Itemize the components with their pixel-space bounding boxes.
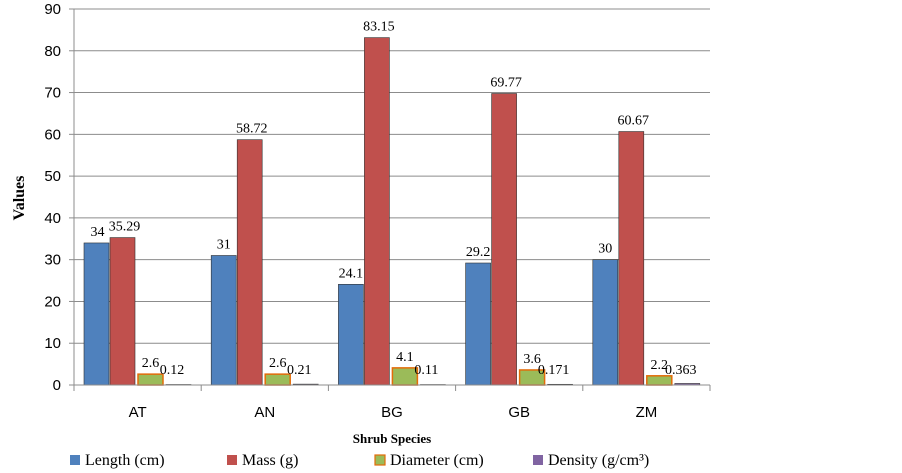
bar [236, 139, 263, 386]
bar [618, 131, 645, 386]
data-label: 58.72 [236, 122, 268, 137]
x-tick-label: ZM [636, 404, 658, 421]
data-label: 31 [217, 237, 231, 252]
y-tick-label: 20 [44, 293, 61, 310]
legend-swatch [374, 454, 386, 466]
bar [338, 284, 364, 386]
data-label: 0.363 [665, 363, 697, 378]
y-tick-label: 30 [44, 252, 61, 269]
category-labels: AT AN BG GB ZM [129, 404, 658, 421]
y-tick-label: 0 [53, 377, 61, 394]
data-label: 24.1 [339, 266, 364, 281]
data-label: 3.6 [523, 352, 541, 367]
y-tick-label: 90 [44, 1, 61, 18]
legend-label: Length (cm) [85, 452, 165, 469]
bar [465, 262, 491, 386]
bar [364, 37, 390, 386]
y-tick-label: 60 [44, 126, 61, 143]
data-labels: 34 31 24.1 29.2 30 35.29 58.72 83.15 69.77 60.67 2… [91, 20, 697, 378]
legend-swatch [227, 455, 237, 465]
legend-swatch [70, 455, 80, 465]
x-tick-label: AN [254, 404, 275, 421]
data-label: 2.6 [142, 356, 160, 371]
legend: Length (cm) Mass (g) Diameter (cm) Density … [70, 452, 649, 469]
data-label: 0.11 [414, 363, 438, 378]
bar [491, 93, 517, 386]
gridlines [74, 8, 710, 344]
y-axis-title: Values [11, 176, 28, 221]
data-label: 60.67 [618, 114, 650, 129]
data-label: 4.1 [396, 350, 414, 365]
x-tick-label: BG [381, 404, 403, 421]
data-label: 34 [91, 225, 105, 240]
bar [109, 237, 136, 386]
axes [69, 8, 711, 391]
data-label: 2.6 [269, 356, 287, 371]
y-tick-label: 40 [44, 210, 61, 227]
legend-swatch [533, 455, 543, 465]
data-label: 2.2 [651, 358, 669, 373]
y-tick-label: 80 [44, 43, 61, 60]
y-tick-label: 10 [44, 335, 61, 352]
x-tick-label: AT [129, 404, 147, 421]
bar [83, 242, 110, 386]
bars [83, 37, 701, 386]
y-tick-label: 50 [44, 168, 61, 185]
data-label: 69.77 [490, 76, 522, 91]
bar [210, 255, 237, 386]
y-tick-label: 70 [44, 85, 61, 102]
data-label: 35.29 [109, 220, 141, 235]
legend-label: Diameter (cm) [390, 452, 484, 469]
data-label: 0.21 [287, 363, 312, 378]
data-label: 0.171 [538, 363, 570, 378]
x-tick-label: GB [508, 404, 530, 421]
data-label: 30 [598, 242, 612, 257]
data-label: 29.2 [466, 245, 491, 260]
y-tick-labels: 0 10 20 30 40 50 60 70 80 90 [44, 1, 61, 394]
bar [592, 259, 619, 386]
data-label: 83.15 [363, 20, 395, 35]
x-axis-title: Shrub Species [353, 431, 431, 446]
legend-label: Mass (g) [242, 452, 298, 469]
legend-label: Density (g/cm³) [548, 452, 649, 469]
data-label: 0.12 [160, 363, 185, 378]
